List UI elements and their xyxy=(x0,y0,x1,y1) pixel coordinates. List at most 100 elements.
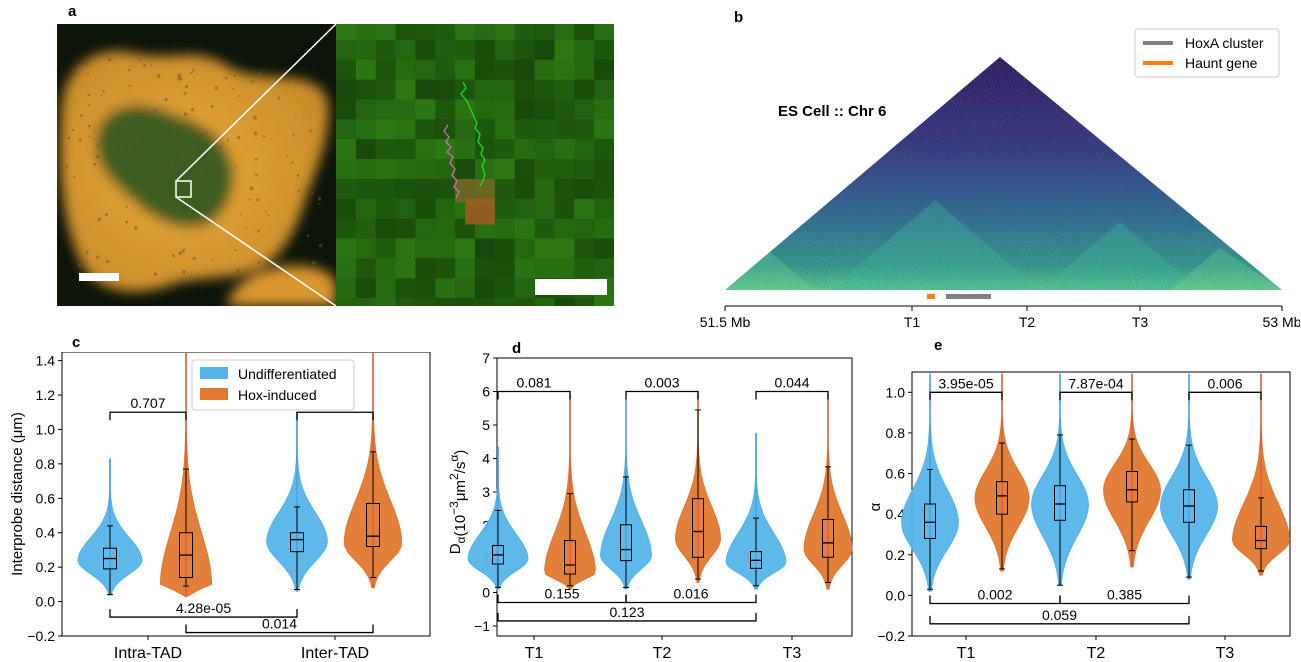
speckle xyxy=(257,229,260,233)
y-tick-label: −0.2 xyxy=(877,628,905,644)
zoom-pixel xyxy=(534,79,556,101)
zoom-pixel xyxy=(355,258,377,279)
speckle xyxy=(296,173,300,177)
speckle xyxy=(104,213,108,217)
zoom-pixel xyxy=(554,298,575,306)
plot-frame xyxy=(61,352,431,637)
zoom-pixel xyxy=(395,159,417,180)
p-value-label: 0.014 xyxy=(262,616,297,632)
violin-chart-d: −101234567T1T2T30.0810.0030.0440.1550.01… xyxy=(447,352,853,662)
x-tick-label: Intra-TAD xyxy=(114,645,182,662)
zoom-pixel xyxy=(574,159,595,180)
scale-bar-right xyxy=(535,279,607,295)
speckle xyxy=(255,173,258,177)
zoom-pixel xyxy=(594,258,614,279)
speckle xyxy=(151,179,155,183)
speckle xyxy=(77,263,82,268)
speckle xyxy=(253,115,257,120)
zoom-pixel xyxy=(514,99,536,120)
zoom-pixel xyxy=(455,258,476,279)
speckle xyxy=(177,76,182,81)
x-tick-label: T2 xyxy=(1087,645,1106,662)
zoom-pixel xyxy=(455,79,476,101)
zoom-pixel xyxy=(574,178,595,200)
zoom-pixel xyxy=(355,24,377,41)
zoom-pixel xyxy=(494,39,516,61)
significance-bracket xyxy=(109,609,298,618)
panel-label-d: d xyxy=(512,340,522,357)
zoom-pixel xyxy=(475,258,496,279)
zoom-pixel xyxy=(594,99,614,120)
zoom-pixel xyxy=(534,139,556,160)
zoom-pixel xyxy=(435,298,456,306)
p-value-label: 0.059 xyxy=(1042,607,1077,623)
legend-label-hox-induced: Hox-induced xyxy=(238,387,317,403)
zoom-pixel xyxy=(415,24,436,41)
speckle xyxy=(254,157,258,161)
zoom-pixel xyxy=(594,198,614,220)
y-tick-label: 7 xyxy=(482,352,490,366)
zoom-pixel xyxy=(475,24,496,41)
legend-swatch-hox-induced xyxy=(200,388,228,400)
significance-bracket xyxy=(625,390,699,400)
zoom-pixel xyxy=(355,139,377,160)
zoom-pixel xyxy=(415,218,436,240)
y-tick-label: 0.2 xyxy=(36,559,56,575)
speckle xyxy=(190,108,195,112)
zoom-pixel xyxy=(415,278,436,299)
zoom-pixel xyxy=(494,298,516,306)
zoom-pixel xyxy=(534,178,556,200)
zoom-pixel xyxy=(375,99,397,120)
significance-bracket xyxy=(1059,391,1133,401)
speckle xyxy=(236,135,241,140)
speckle xyxy=(312,261,316,265)
x-tick-label: T3 xyxy=(783,645,802,662)
speckle xyxy=(178,251,182,255)
speckle xyxy=(258,72,262,75)
hic-tick-label: 53 Mb xyxy=(1263,314,1300,330)
speckle xyxy=(291,161,294,164)
microscopy-speckles xyxy=(65,57,323,276)
zoom-pixel xyxy=(554,178,575,200)
speckle xyxy=(190,71,193,75)
zoom-pixel xyxy=(574,39,595,61)
speckle xyxy=(145,193,147,196)
speckle xyxy=(123,144,125,146)
zoom-pixel xyxy=(355,238,377,259)
box-iqr xyxy=(1255,525,1267,550)
speckle xyxy=(211,259,214,261)
speckle xyxy=(120,144,124,148)
speckle xyxy=(93,162,97,166)
zoom-pixel xyxy=(475,278,496,299)
box-iqr xyxy=(1054,485,1066,521)
speckle xyxy=(153,108,157,112)
hic-legend: HoxA cluster Haunt gene xyxy=(1134,28,1280,78)
zoom-pixel xyxy=(355,198,377,220)
speckle xyxy=(113,149,117,153)
legend-box xyxy=(191,359,355,411)
zoom-pixel xyxy=(534,218,556,240)
zoom-pixel xyxy=(494,178,516,200)
speckle xyxy=(308,189,310,191)
y-tick-label: 1.0 xyxy=(886,384,906,400)
speckle xyxy=(318,202,321,205)
zoom-pixel xyxy=(355,39,377,61)
p-value-label: 0.003 xyxy=(644,374,679,390)
box-iqr xyxy=(692,498,704,558)
significance-bracket xyxy=(1188,391,1262,401)
zoom-pixel xyxy=(375,39,397,61)
zoom-pixel xyxy=(395,258,417,279)
zoom-pixel xyxy=(574,99,595,120)
zoom-pixel xyxy=(554,24,575,41)
x-tick-label: T1 xyxy=(957,645,976,662)
speckle xyxy=(101,94,103,96)
zoom-pixel xyxy=(475,238,496,259)
speckle xyxy=(210,104,214,108)
zoom-pixel xyxy=(435,59,456,81)
zoom-pixel xyxy=(415,79,436,101)
zoom-pixel xyxy=(574,139,595,160)
box-iqr xyxy=(366,502,380,547)
legend-label-undifferentiated: Undifferentiated xyxy=(238,366,337,382)
speckle xyxy=(101,140,105,144)
y-tick-label: 1.0 xyxy=(36,421,56,437)
